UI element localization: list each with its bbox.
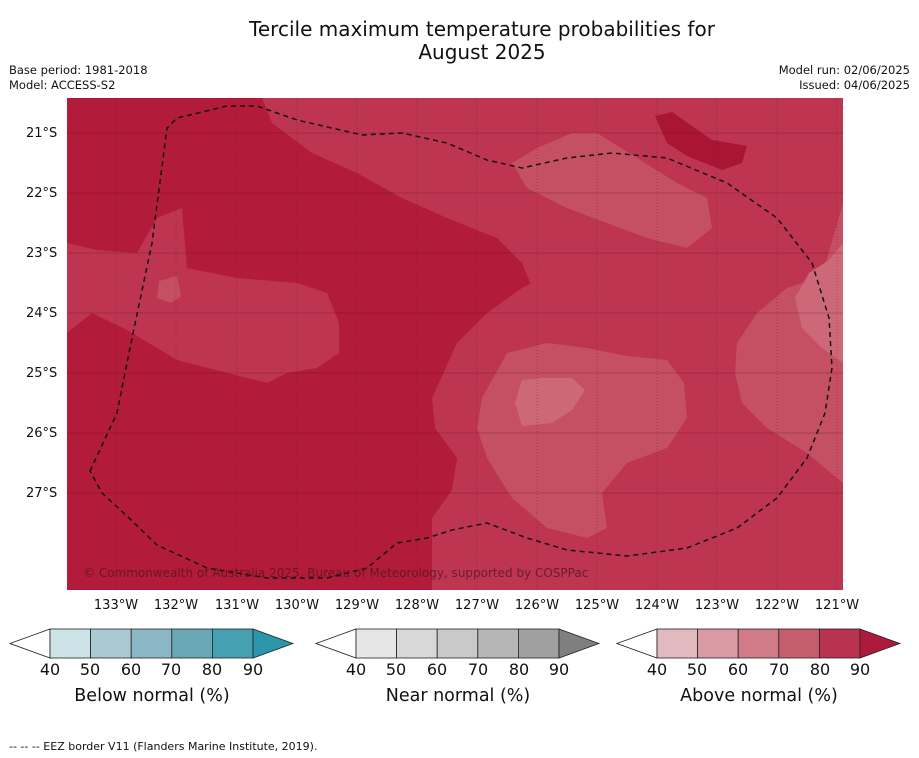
tick-label: 60 (120, 660, 142, 679)
map-canvas (67, 98, 843, 590)
colorbar-bin (211, 628, 254, 659)
colorbar-bin (436, 628, 479, 659)
lon-label: 121°W (814, 598, 860, 613)
zone-above-70-east (735, 203, 843, 483)
colorbar-bin (517, 628, 560, 659)
eez-border (89, 105, 833, 579)
colorbar-bin (656, 628, 698, 659)
lat-label: 23°S (26, 246, 58, 261)
lon-label: 124°W (634, 598, 680, 613)
colorbar-bin (778, 628, 820, 659)
zone-above-70-islet (157, 276, 181, 303)
lat-label: 25°S (26, 366, 58, 381)
colorbar-extend-high (252, 628, 295, 659)
lat-label: 24°S (26, 306, 58, 321)
colorbar-extend-low (315, 628, 357, 659)
colorbar-bin (355, 628, 397, 659)
colorbar-bin (697, 628, 739, 659)
tick-label: 90 (548, 660, 570, 679)
colorbar-bin (130, 628, 173, 659)
colorbar-bin (90, 628, 132, 659)
colorbar-extend-low (616, 628, 658, 659)
colorbar-bin (737, 628, 780, 659)
colorbar-bin (477, 628, 519, 659)
metadata-right: Model run: 02/06/2025 Issued: 04/06/2025 (779, 63, 910, 93)
tick-label: 70 (160, 660, 182, 679)
graticule (67, 98, 843, 590)
tick-label: 90 (849, 660, 871, 679)
colorbar-below (9, 628, 295, 659)
tick-label: 40 (345, 660, 367, 679)
legend-title-near: Near normal (%) (385, 686, 531, 706)
copyright-notice: © Commonwealth of Australia 2025, Bureau… (83, 566, 589, 580)
tick-label: 60 (426, 660, 448, 679)
map-title: Tercile maximum temperature probabilitie… (0, 18, 919, 64)
zone-above-60-east (795, 243, 843, 363)
colorbar-extend-high (558, 628, 601, 659)
zone-above-80-west (67, 208, 339, 383)
legend-title-below: Below normal (%) (74, 686, 230, 706)
lat-label: 27°S (26, 486, 58, 501)
lon-label: 132°W (153, 598, 199, 613)
tick-label: 50 (385, 660, 407, 679)
tick-label: 90 (242, 660, 264, 679)
legend-above-normal (616, 627, 902, 659)
lat-label: 22°S (26, 186, 58, 201)
title-line-1: Tercile maximum temperature probabilitie… (249, 17, 715, 41)
legend-below-normal (9, 627, 295, 659)
lon-label: 123°W (694, 598, 740, 613)
tick-label: 80 (809, 660, 831, 679)
zone-above-90-patch (655, 112, 747, 170)
tick-label: 70 (768, 660, 790, 679)
tick-label: 80 (508, 660, 530, 679)
legend-near-normal (315, 627, 601, 659)
legend-title-above: Above normal (%) (680, 686, 838, 706)
tick-label: 70 (467, 660, 489, 679)
colorbar-bin (49, 628, 91, 659)
metadata-left: Base period: 1981-2018 Model: ACCESS-S2 (9, 63, 148, 93)
base-period: Base period: 1981-2018 (9, 63, 148, 77)
zone-above-60-center (515, 378, 585, 426)
colorbar-bin (396, 628, 438, 659)
tick-label: 50 (686, 660, 708, 679)
lon-label: 130°W (274, 598, 320, 613)
tick-label: 40 (646, 660, 668, 679)
colorbar-bin (171, 628, 213, 659)
model-name: Model: ACCESS-S2 (9, 78, 116, 92)
issued-date: Issued: 04/06/2025 (799, 78, 910, 92)
lon-label: 122°W (754, 598, 800, 613)
colorbar-bin (818, 628, 861, 659)
lon-label: 127°W (454, 598, 500, 613)
colorbar-near (315, 628, 601, 659)
lon-label: 129°W (334, 598, 380, 613)
tick-label: 40 (39, 660, 61, 679)
colorbar-above (616, 628, 902, 659)
lon-label: 131°W (214, 598, 260, 613)
title-line-2: August 2025 (418, 40, 546, 64)
eez-footnote: -- -- -- EEZ border V11 (Flanders Marine… (9, 740, 318, 753)
lon-label: 125°W (574, 598, 620, 613)
model-run: Model run: 02/06/2025 (778, 63, 910, 77)
tick-label: 80 (201, 660, 223, 679)
colorbar-extend-low (9, 628, 51, 659)
eez-border-line (89, 105, 833, 579)
tick-label: 60 (727, 660, 749, 679)
lat-label: 26°S (26, 426, 58, 441)
tick-label: 50 (79, 660, 101, 679)
zone-above-70-north (512, 133, 712, 248)
lon-label: 128°W (394, 598, 440, 613)
colorbar-extend-high (859, 628, 902, 659)
lat-label: 21°S (26, 126, 58, 141)
lon-label: 126°W (514, 598, 560, 613)
probability-map (67, 98, 843, 590)
lon-label: 133°W (93, 598, 139, 613)
